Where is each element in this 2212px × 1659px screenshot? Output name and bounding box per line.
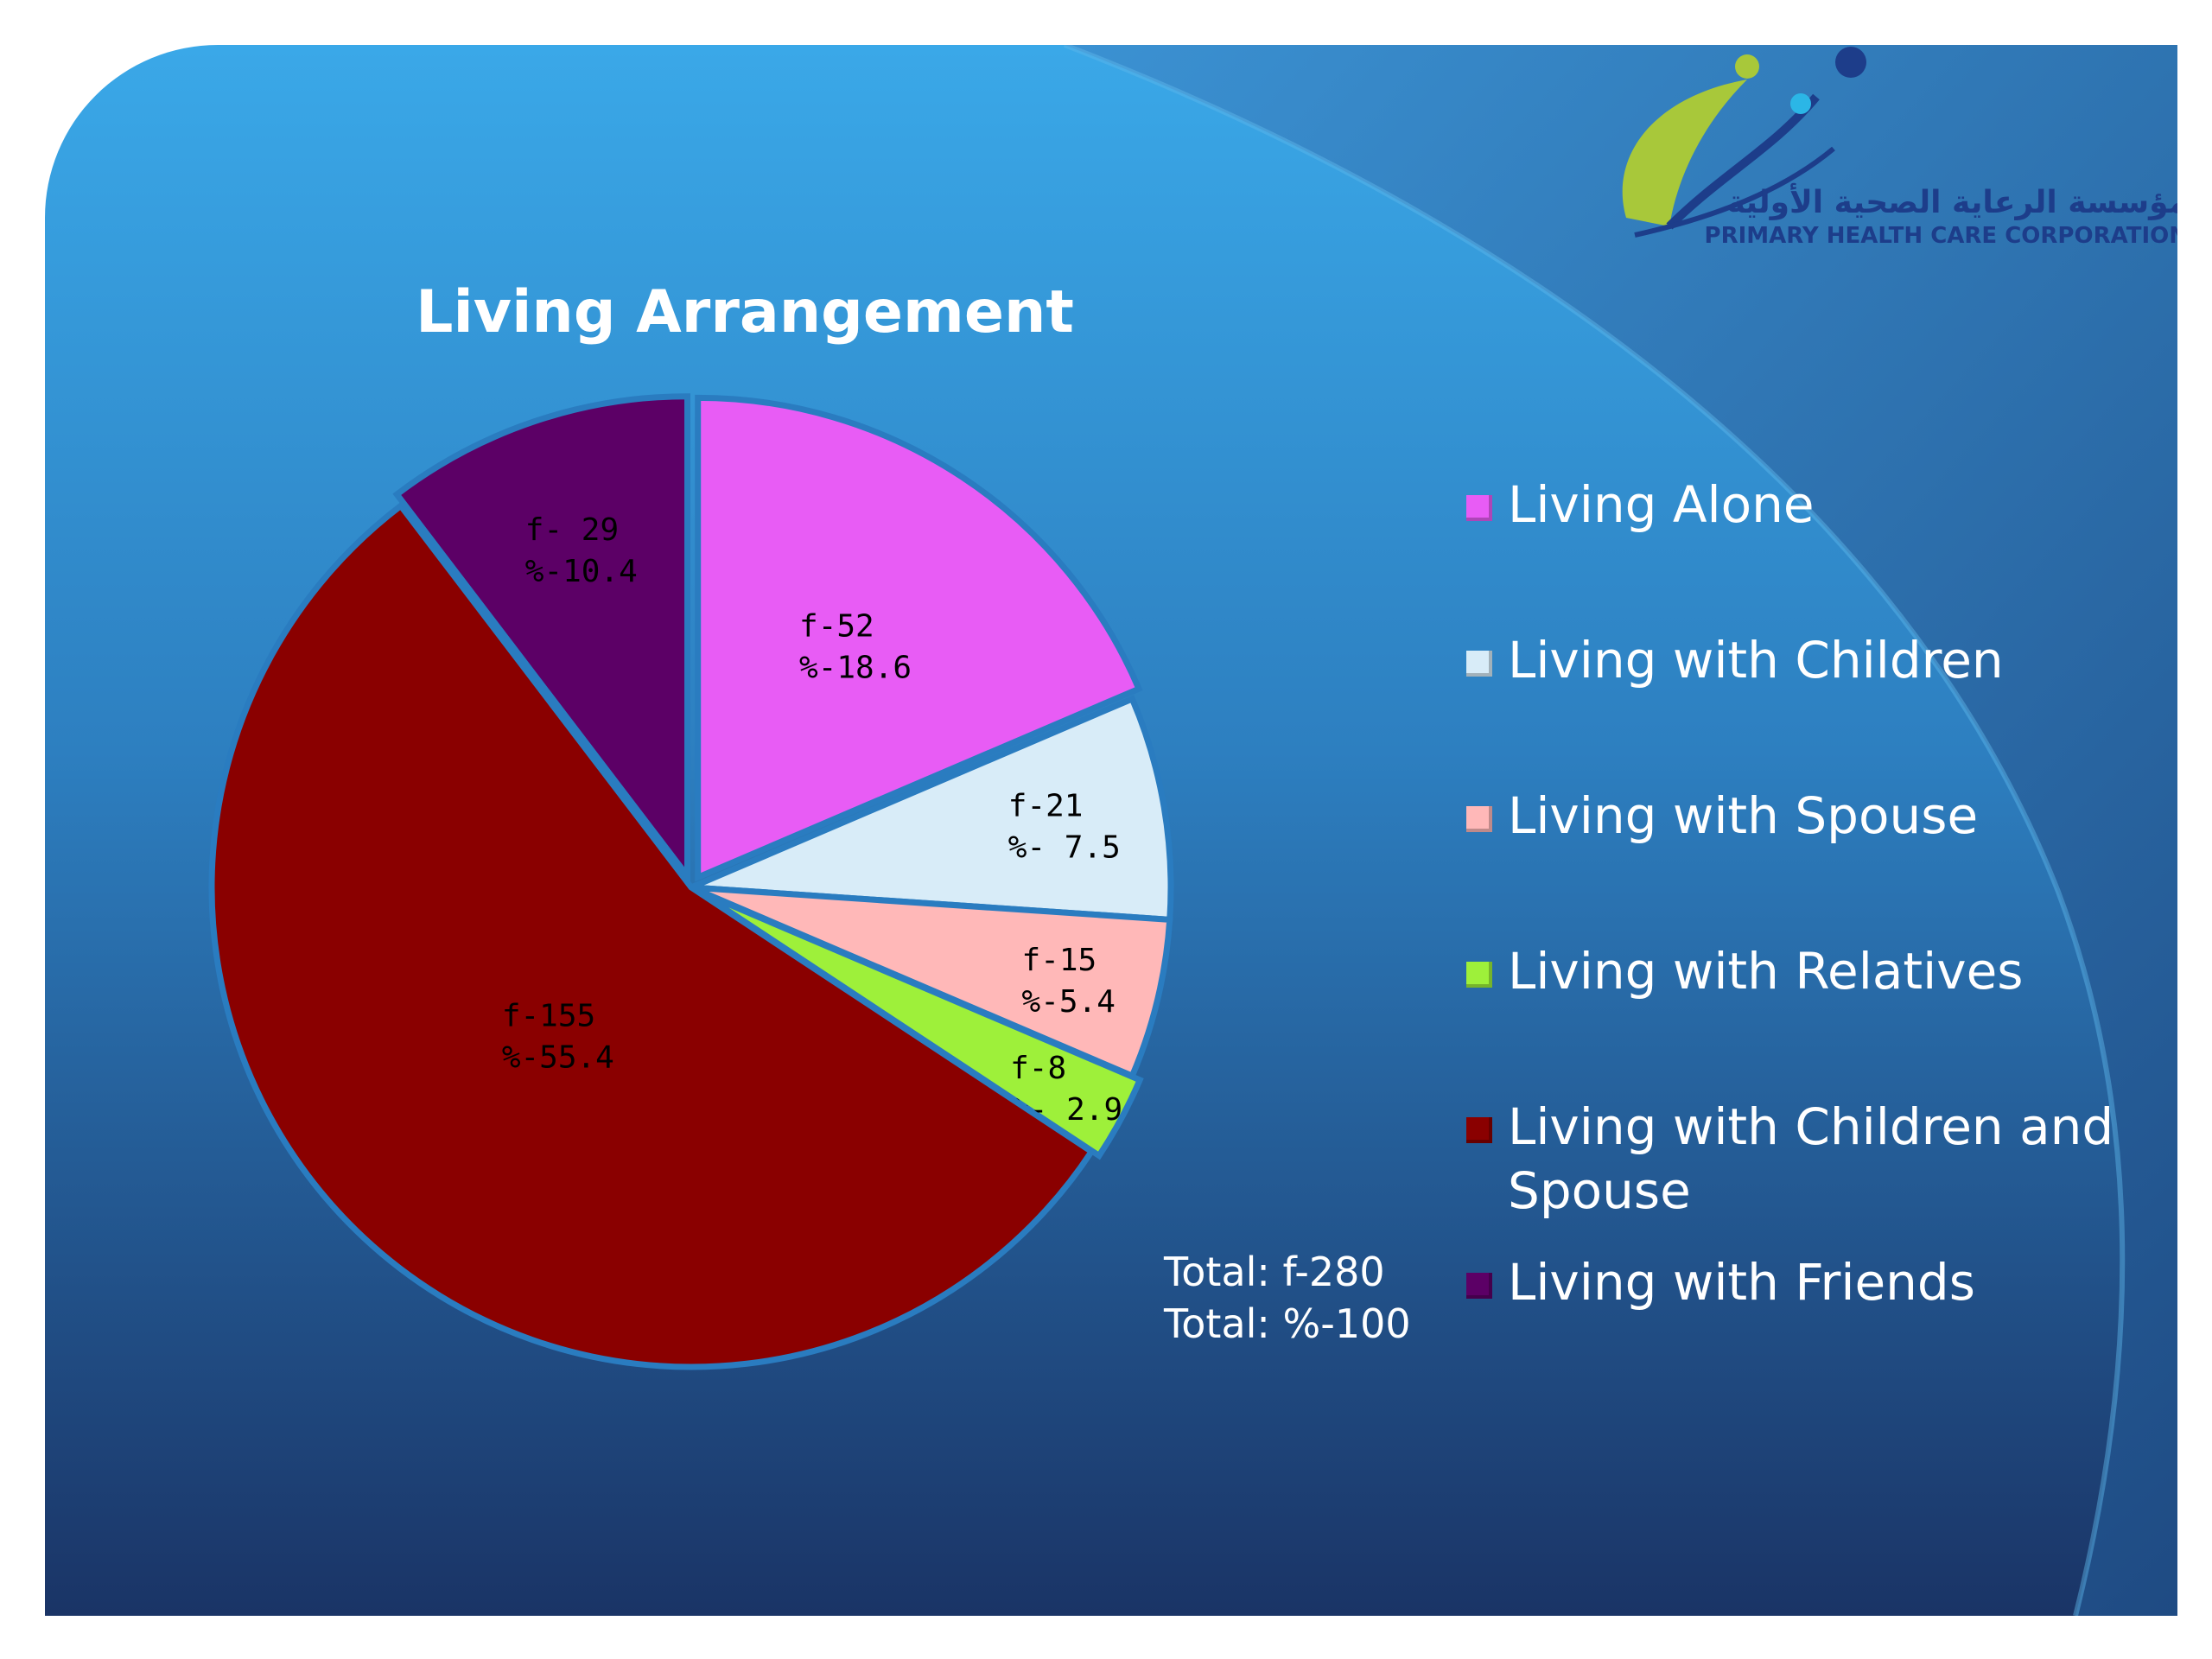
pie-chart: f-52%-18.6f-21%- 7.5f-15%-5.4f-8%- 2.9f-…	[208, 393, 1174, 1370]
total-block: Total: f-280 Total: %-100	[1164, 1246, 1411, 1350]
legend-swatch	[1466, 651, 1492, 677]
slice-data-label: %-5.4	[1022, 984, 1116, 1020]
legend: Living Alone Living with Children Living…	[1466, 473, 2175, 1314]
legend-item-living-with-spouse: Living with Spouse	[1466, 784, 2175, 939]
slice-data-label: f-52	[799, 609, 874, 645]
logo-dot-green	[1735, 54, 1759, 79]
legend-item-living-with-friends: Living with Friends	[1466, 1250, 2175, 1314]
legend-swatch	[1466, 962, 1492, 988]
pie-slice-living-alone	[695, 394, 1143, 882]
legend-label: Living with Friends	[1508, 1253, 1975, 1312]
logo-dot-cyan	[1790, 93, 1811, 114]
legend-label: Living with Spouse	[1508, 786, 1979, 845]
pie-slice-living-with-friends	[392, 393, 691, 886]
total-frequency: Total: f-280	[1164, 1249, 1385, 1295]
pie-slice-living-with-children	[690, 695, 1174, 924]
legend-swatch	[1466, 1273, 1492, 1299]
logo-dot-navy	[1835, 47, 1866, 78]
legend-swatch	[1466, 806, 1492, 832]
slice-data-label: %-55.4	[502, 1039, 614, 1075]
slide: f-52 %-18.6 f-21 %- 7.5 f-15 %-5.4 f-8 %- 2.9 f-…	[45, 45, 2177, 1616]
logo-stroke	[1666, 93, 1820, 230]
slice-data-label: f- 29	[525, 512, 619, 548]
legend-label: Living with Children and Spouse	[1508, 1097, 2114, 1220]
slice-data-label: %- 7.5	[1008, 830, 1121, 865]
legend-label: Living with Children	[1508, 631, 2004, 690]
logo-icon	[1622, 47, 1866, 238]
chart-title: Living Arrangement	[416, 278, 1074, 346]
pie-slice-living-with-children-and-spouse	[208, 501, 1096, 1370]
logo-stroke-2	[1634, 146, 1835, 238]
pie-slice-living-with-spouse	[690, 884, 1173, 1080]
legend-swatch	[1466, 1117, 1492, 1143]
slice-data-label: f-15	[1022, 943, 1097, 978]
logo-leaf	[1622, 79, 1747, 226]
legend-label: Living Alone	[1508, 475, 1815, 534]
slice-data-label: %-10.4	[525, 554, 638, 589]
pie-slice-living-with-relatives	[696, 888, 1144, 1160]
slice-data-label: f-155	[502, 998, 595, 1033]
legend-item-living-alone: Living Alone	[1466, 473, 2175, 628]
slice-data-label: %-18.6	[799, 651, 912, 686]
slice-data-label: f-21	[1008, 788, 1084, 823]
legend-item-living-with-children-and-spouse: Living with Children and Spouse	[1466, 1095, 2175, 1250]
legend-item-living-with-children: Living with Children	[1466, 628, 2175, 784]
logo-arabic-text: مؤسسة الرعاية الصحية الأولية	[1726, 185, 2177, 220]
legend-swatch	[1466, 495, 1492, 521]
legend-label: Living with Relatives	[1508, 942, 2024, 1001]
swoosh-edge	[1063, 45, 2126, 1616]
background-swoosh	[1065, 45, 2177, 1616]
total-percent: Total: %-100	[1164, 1300, 1411, 1347]
legend-item-living-with-relatives: Living with Relatives	[1466, 939, 2175, 1095]
slice-data-label: f-8	[1010, 1051, 1066, 1086]
logo-english-text: PRIMARY HEALTH CARE CORPORATION	[1704, 223, 2177, 249]
